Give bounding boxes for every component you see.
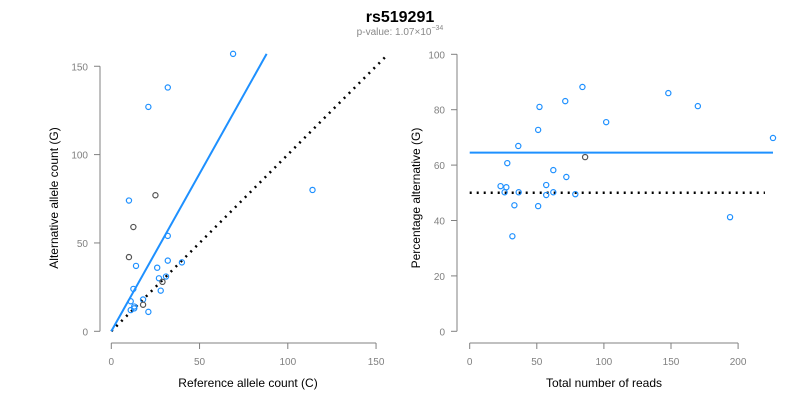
data-point (515, 142, 522, 150)
data-point (515, 189, 522, 196)
data-point (130, 285, 137, 293)
x-tick-label: 0 (467, 357, 473, 368)
data-point (562, 97, 569, 105)
chart-title: rs519291 (366, 9, 435, 26)
data-point (309, 186, 316, 194)
data-point (579, 83, 586, 91)
x-tick-label: 150 (368, 357, 385, 368)
data-point (153, 264, 161, 271)
data-point (563, 173, 570, 181)
data-point (497, 182, 504, 190)
data-point (534, 202, 542, 210)
reference-line (110, 56, 386, 333)
allele-count-plot: 0 50 100 150 0 50 100 150 Reference allele count… (47, 50, 386, 390)
data-point (145, 103, 152, 111)
fit-line (110, 53, 268, 332)
data-point (572, 190, 579, 198)
data-point (178, 259, 186, 266)
data-point (164, 232, 171, 240)
x-tick-label: 0 (109, 357, 115, 368)
x-tick-label: 50 (531, 357, 543, 368)
data-point (130, 223, 137, 231)
y-tick-label: 20 (434, 272, 446, 283)
x-axis-label: Total number of reads (546, 376, 662, 390)
x-tick-label: 100 (596, 357, 613, 368)
y-tick-label: 0 (82, 327, 88, 338)
data-point (726, 213, 734, 221)
data-point (542, 191, 550, 199)
x-tick-label: 50 (194, 357, 206, 368)
data-point (152, 192, 159, 199)
p-value-exponent: −34 (431, 25, 443, 32)
data-point (550, 166, 557, 174)
x-axis-label: Reference allele count (C) (178, 376, 317, 390)
data-point (155, 275, 163, 282)
data-point (131, 305, 138, 312)
data-point (665, 89, 672, 97)
y-tick-label: 60 (434, 161, 446, 172)
data-point (769, 134, 777, 142)
p-value-subtitle: p-value: 1.07×10−34 (357, 25, 444, 38)
y-tick-label: 100 (71, 151, 88, 162)
data-point (125, 253, 133, 261)
data-point (162, 273, 170, 280)
data-point (581, 153, 589, 161)
data-point (511, 202, 518, 209)
x-tick-label: 200 (730, 357, 747, 368)
data-point (542, 181, 550, 189)
data-point (504, 159, 511, 167)
data-point (139, 296, 147, 303)
data-point (164, 84, 171, 91)
data-point (550, 189, 557, 196)
data-point (127, 306, 134, 314)
data-point (127, 298, 134, 305)
data-point (164, 257, 171, 264)
data-point (602, 118, 610, 126)
data-point (694, 102, 702, 110)
data-point (509, 233, 516, 240)
data-point (132, 262, 140, 270)
y-tick-label: 50 (77, 239, 89, 250)
data-point (157, 287, 164, 294)
data-point (159, 278, 166, 286)
data-point (125, 197, 133, 204)
data-point (536, 103, 543, 111)
x-tick-label: 100 (279, 357, 296, 368)
percentage-plot: 0 20 40 60 80 100 0 50 100 150 200 Total number of … (409, 50, 777, 390)
p-value-prefix: p-value: 1.07×10 (357, 27, 432, 38)
y-axis-label: Alternative allele count (G) (47, 127, 61, 268)
data-point (145, 308, 152, 316)
data-point (534, 126, 542, 134)
y-tick-label: 0 (439, 327, 445, 338)
y-tick-label: 150 (71, 62, 88, 73)
data-point (139, 301, 147, 308)
y-axis-label: Percentage alternative (G) (409, 128, 423, 269)
data-point (229, 50, 237, 58)
y-tick-label: 40 (434, 217, 446, 228)
y-tick-label: 80 (434, 106, 446, 117)
y-tick-label: 100 (428, 50, 445, 61)
x-tick-label: 150 (663, 357, 680, 368)
data-point (503, 184, 510, 191)
